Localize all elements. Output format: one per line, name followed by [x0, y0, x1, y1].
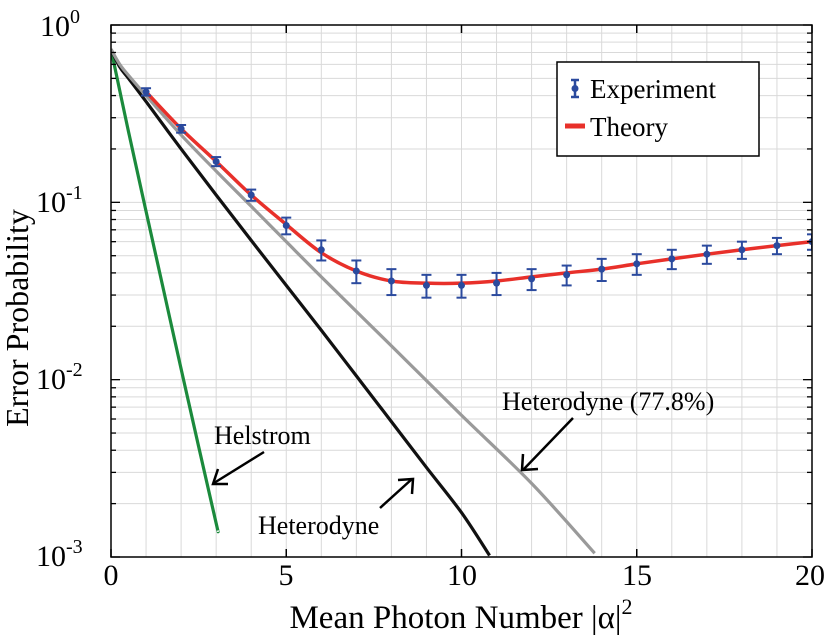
ticks [110, 24, 813, 558]
legend-label-theory: Theory [590, 112, 668, 142]
experiment-point [701, 244, 712, 265]
experiment-point [491, 271, 502, 297]
experiment-point [421, 273, 432, 299]
y-tick-label-0: 100 [40, 6, 80, 43]
heterodyne-line [111, 48, 491, 557]
annotation-arrows [211, 417, 574, 509]
y-tick-label-1: 10-1 [36, 182, 83, 219]
x-tick-label-1: 5 [279, 559, 294, 592]
experiment-point [596, 257, 607, 283]
experiment-point [246, 188, 257, 202]
legend-label-experiment: Experiment [590, 74, 716, 104]
y-tick-label-2: 10-2 [36, 359, 83, 396]
y-axis-title: Error Probability [0, 209, 35, 427]
heterodyne-arrow [379, 478, 413, 509]
helstrom-arrow [213, 450, 265, 485]
heterodyne-778-arrowhead [520, 453, 539, 472]
heterodyne-arrowhead [397, 477, 415, 495]
experiment-point [561, 264, 572, 287]
x-tick-label-0: 0 [104, 559, 119, 592]
helstrom-arrowhead [211, 468, 228, 486]
experiment-point [456, 273, 467, 299]
x-tick-label-2: 10 [447, 559, 477, 592]
heterodyne-77-8-line [111, 48, 596, 555]
legend-box [556, 61, 760, 157]
experiment-point [281, 216, 292, 236]
annotation-helstrom: Helstrom [214, 421, 311, 450]
experiment-point [176, 123, 187, 134]
experiment-point [666, 248, 677, 271]
x-tick-label-4: 20 [795, 559, 825, 592]
experiment-point [351, 259, 362, 285]
experiment-point [386, 268, 397, 297]
experiment-point [526, 268, 537, 292]
x-tick-label-3: 15 [622, 559, 652, 592]
series-group [111, 48, 812, 557]
helstrom-line [111, 48, 220, 534]
experiment-point [631, 253, 642, 276]
experiment-point [211, 156, 222, 168]
heterodyne-778-arrow [522, 417, 574, 471]
legend-experiment-marker [571, 78, 579, 99]
experiment-point [771, 236, 782, 256]
annotation-heterodyne-778: Heterodyne (77.8%) [502, 387, 714, 416]
experiment-point [316, 239, 327, 262]
x-axis-title: Mean Photon Number |α|2 [289, 594, 632, 636]
annotation-heterodyne: Heterodyne [258, 511, 379, 540]
experiment-point [141, 87, 152, 97]
y-tick-label-3: 10-3 [36, 536, 83, 573]
experiment-point [736, 240, 747, 260]
legend: Experiment Theory [556, 61, 760, 157]
